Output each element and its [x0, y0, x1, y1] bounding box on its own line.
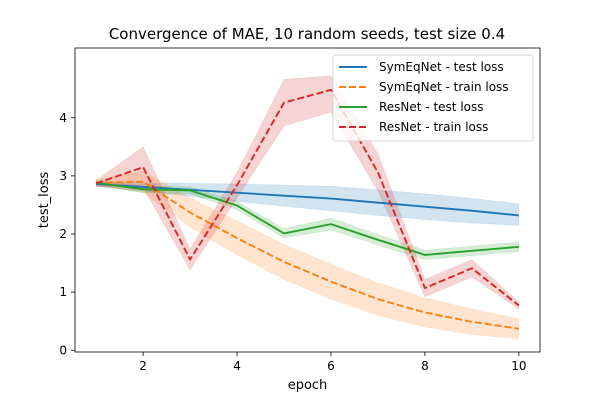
plot-frame — [74, 47, 541, 353]
series-0-band — [95, 181, 520, 226]
y-axis-label: test_loss — [37, 171, 52, 228]
x-axis-ticks: 2 4 6 8 10 — [139, 352, 527, 373]
series-2-line — [96, 181, 519, 256]
x-tick-label: 10 — [511, 359, 526, 373]
legend-box — [332, 54, 534, 142]
series-1-line — [96, 180, 519, 330]
x-tick-label: 4 — [233, 359, 241, 373]
legend-label: SymEqNet - test loss — [379, 60, 504, 74]
series-3-line — [95, 88, 520, 307]
series-lines — [95, 88, 520, 330]
legend: SymEqNet - test loss SymEqNet - train los… — [332, 54, 534, 142]
x-tick-label: 2 — [139, 359, 147, 373]
y-tick-label: 4 — [59, 111, 67, 125]
legend-label: ResNet - train loss — [379, 120, 488, 134]
y-tick-label: 2 — [59, 227, 67, 241]
x-tick-label: 6 — [327, 359, 335, 373]
chart-title: Convergence of MAE, 10 random seeds, tes… — [109, 25, 505, 43]
series-0-line — [96, 183, 519, 217]
y-tick-label: 0 — [59, 343, 67, 357]
legend-label: ResNet - test loss — [379, 100, 484, 114]
x-tick-label: 8 — [421, 359, 429, 373]
y-axis-ticks: 0 1 2 3 4 — [59, 111, 75, 357]
legend-label: SymEqNet - train loss — [379, 80, 509, 94]
y-tick-label: 1 — [59, 285, 67, 299]
x-axis-label: epoch — [288, 378, 328, 393]
y-tick-label: 3 — [59, 169, 67, 183]
